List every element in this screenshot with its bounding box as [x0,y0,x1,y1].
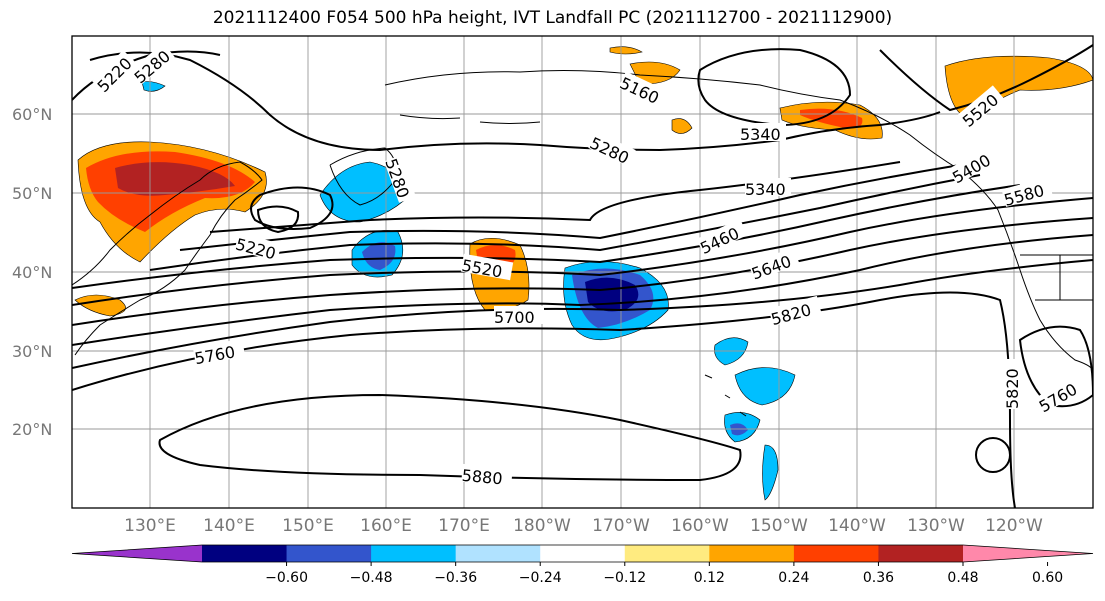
coast-aleutians [399,114,541,124]
colorbar: −0.60 −0.48 −0.36 −0.24 −0.12 0.12 0.24 0.36 0.4… [71,544,1094,586]
colorbar-tick-label: 0.60 [1032,570,1063,586]
lon-label: 170°E [438,516,490,536]
lat-label: 60°N [12,105,52,124]
negative-anomaly-small [141,81,166,92]
colorbar-tick-label: 0.48 [947,570,978,586]
contour-5520 [72,184,1021,289]
contour-5400 [179,164,961,251]
colorbar-extend-min [72,545,202,562]
colorbar-tick-label: −0.36 [434,570,477,586]
negative-anomaly-hawaii [734,367,796,406]
colorbar-tick-label: −0.48 [350,570,393,586]
colorbar-segment [793,545,879,562]
contour-label: 5700 [494,308,535,327]
colorbar-segment [371,545,457,562]
lat-label: 50°N [12,184,52,203]
contour-label: 5340 [745,180,786,199]
coast-asia [72,161,263,356]
lon-label: 160°W [671,516,729,536]
lat-label: 30°N [12,342,52,361]
lon-label: 120°W [985,516,1043,536]
colorbar-tick-label: −0.60 [265,570,308,586]
positive-anomaly-small-1 [671,118,693,134]
positive-anomaly-japan [74,294,126,317]
contour-label: 5880 [461,466,503,488]
colorbar-segment [202,545,288,562]
colorbar-tick-label: 0.24 [778,570,809,586]
lon-label: 140°E [203,516,255,536]
negative-anomaly-west-core [362,242,396,270]
contour-label: 5340 [740,125,781,144]
latitude-axis: 60°N 50°N 40°N 30°N 20°N [12,105,52,439]
contour-5880 [158,393,742,482]
contour-5280-north [89,51,941,152]
contour-5220-loop [256,205,300,234]
lat-label: 40°N [12,263,52,282]
lon-label: 160°E [360,516,412,536]
lon-label: 180°W [513,516,571,536]
contour-5640 [72,217,1093,326]
positive-anomaly-asia-peak [115,162,235,196]
contour-5760 [72,259,1093,369]
colorbar-outline [71,544,1094,563]
lon-label: 150°W [750,516,808,536]
contour-label: 5820 [1003,368,1022,409]
colorbar-segment [624,545,710,562]
coast-hawaii [704,374,747,417]
contour-5280-loop [250,186,334,230]
colorbar-extend-max [963,545,1093,562]
colorbar-tick-label: 0.36 [863,570,894,586]
colorbar-tick-label: −0.24 [519,570,562,586]
lat-label: 20°N [12,420,52,439]
colorbar-tick-label: 0.12 [694,570,725,586]
contour-5700 [72,234,1093,346]
colorbar-tick-label: −0.12 [603,570,646,586]
lon-label: 140°W [828,516,886,536]
colorbar-segment [540,545,626,562]
colorbar-segment [455,545,541,562]
lon-label: 170°W [592,516,650,536]
contour-5160-loop [697,48,852,127]
map-title: 2021112400 F054 500 hPa height, IVT Land… [212,8,893,28]
lon-label: 130°W [907,516,965,536]
coast-alaska [384,70,1093,371]
lon-label: 130°E [124,516,176,536]
contour-5880-small [975,437,1011,473]
contour-5580 [72,197,1093,306]
map-border [71,35,1094,509]
negative-anomaly-hawaii-tail [762,444,779,501]
longitude-axis: 130°E 140°E 150°E 160°E 170°E 180°W 170°… [124,516,1043,536]
positive-anomaly-alaska-core [800,108,863,129]
contour-5460 [149,174,981,271]
colorbar-segment [878,545,964,562]
colorbar-segment [709,545,795,562]
colorbar-segment [286,545,372,562]
lon-label: 150°E [282,516,334,536]
